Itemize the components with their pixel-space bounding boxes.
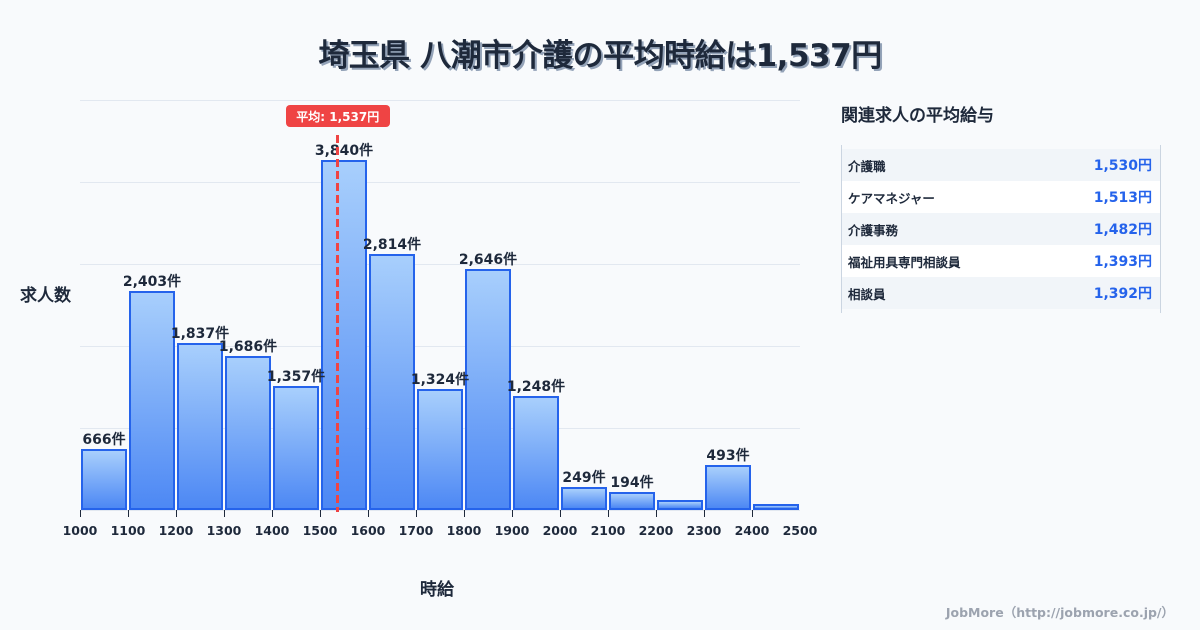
x-tick-label: 2500 — [782, 523, 818, 538]
x-tick-label: 1700 — [398, 523, 434, 538]
job-name: 介護事務 — [848, 222, 899, 238]
histogram-bar — [609, 492, 655, 510]
bar-value-label: 493件 — [706, 448, 750, 465]
gridline — [80, 510, 800, 511]
related-job-row: 介護事務 1,482円 — [842, 213, 1160, 245]
histogram-bar — [321, 160, 367, 510]
related-job-row: 相談員 1,392円 — [842, 277, 1160, 309]
x-tick — [176, 510, 177, 517]
job-wage: 1,393円 — [1093, 254, 1152, 270]
x-tick — [512, 510, 513, 517]
x-tick — [80, 510, 81, 517]
histogram-bar — [225, 356, 271, 510]
bar-value-label: 1,837件 — [170, 325, 230, 342]
bar-value-label: 194件 — [610, 475, 654, 492]
related-jobs-panel: 関連求人の平均給与 介護職 1,530円 ケアマネジャー 1,513円 介護事務… — [841, 104, 1161, 313]
x-tick-label: 1300 — [206, 523, 242, 538]
histogram-bar — [513, 396, 559, 510]
x-tick-label: 1400 — [254, 523, 290, 538]
x-tick-label: 1100 — [110, 523, 146, 538]
job-name: ケアマネジャー — [848, 190, 935, 206]
x-tick — [128, 510, 129, 517]
bar-value-label: 1,248件 — [506, 379, 566, 396]
bar-value-label: 1,357件 — [266, 369, 326, 386]
gridline — [80, 264, 800, 265]
x-tick-label: 2000 — [542, 523, 578, 538]
bar-value-label: 249件 — [562, 470, 606, 487]
gridline — [80, 346, 800, 347]
average-line — [336, 135, 340, 512]
page-title: 埼玉県 八潮市介護の平均時給は1,537円 — [318, 38, 882, 74]
histogram-chart: 求人数 時給 666件 2,403件 1,837件 1,686件 1,357件 3,840… — [20, 100, 818, 600]
related-job-row: 福祉用具専門相談員 1,393円 — [842, 245, 1160, 277]
job-wage: 1,513円 — [1093, 190, 1152, 206]
x-tick — [224, 510, 225, 517]
x-tick-label: 2100 — [590, 523, 626, 538]
x-tick — [656, 510, 657, 517]
x-tick — [560, 510, 561, 517]
histogram-bar — [81, 449, 127, 510]
x-tick — [272, 510, 273, 517]
x-tick-label: 2300 — [686, 523, 722, 538]
footer-credit: JobMore（http://jobmore.co.jp/） — [945, 605, 1174, 620]
histogram-bar — [177, 342, 223, 510]
bar-value-label: 2,814件 — [362, 236, 422, 253]
x-tick-label: 1600 — [350, 523, 386, 538]
bar-value-label: 666件 — [82, 432, 126, 449]
x-tick-label: 1200 — [158, 523, 194, 538]
histogram-bar — [369, 253, 415, 510]
gridline — [80, 182, 800, 183]
x-tick — [752, 510, 753, 517]
x-tick-label: 1900 — [494, 523, 530, 538]
job-name: 相談員 — [848, 286, 886, 302]
job-wage: 1,530円 — [1093, 158, 1152, 174]
bar-value-label: 1,686件 — [218, 339, 278, 356]
bar-value-label: 1,324件 — [410, 372, 470, 389]
histogram-bar — [465, 268, 511, 510]
x-tick-label: 2400 — [734, 523, 770, 538]
bar-value-label: 2,646件 — [458, 251, 518, 268]
x-tick-label: 2200 — [638, 523, 674, 538]
bar-value-label: 3,840件 — [314, 143, 374, 160]
x-tick — [704, 510, 705, 517]
x-tick — [608, 510, 609, 517]
histogram-bar — [561, 487, 607, 510]
x-tick-label: 1500 — [302, 523, 338, 538]
job-name: 介護職 — [848, 158, 886, 174]
histogram-bar — [657, 499, 703, 510]
x-tick — [320, 510, 321, 517]
related-jobs-title: 関連求人の平均給与 — [841, 106, 994, 126]
histogram-bar — [273, 386, 319, 510]
histogram-bar — [753, 503, 799, 510]
x-tick — [368, 510, 369, 517]
x-tick — [464, 510, 465, 517]
x-tick-label: 1000 — [62, 523, 98, 538]
gridline — [80, 100, 800, 101]
related-job-row: ケアマネジャー 1,513円 — [842, 181, 1160, 213]
histogram-bar — [129, 291, 175, 510]
average-badge: 平均: 1,537円 — [285, 105, 390, 127]
bar-value-label: 2,403件 — [122, 274, 182, 291]
x-tick — [416, 510, 417, 517]
related-jobs-table: 介護職 1,530円 ケアマネジャー 1,513円 介護事務 1,482円 福祉… — [841, 145, 1161, 313]
job-name: 福祉用具専門相談員 — [848, 254, 961, 270]
x-tick-label: 1800 — [446, 523, 482, 538]
histogram-bar — [417, 389, 463, 510]
job-wage: 1,482円 — [1093, 222, 1152, 238]
job-wage: 1,392円 — [1093, 286, 1152, 302]
x-axis-label: 時給 — [420, 580, 454, 600]
y-axis-label: 求人数 — [20, 286, 71, 306]
related-job-row: 介護職 1,530円 — [842, 149, 1160, 181]
histogram-bar — [705, 465, 751, 510]
